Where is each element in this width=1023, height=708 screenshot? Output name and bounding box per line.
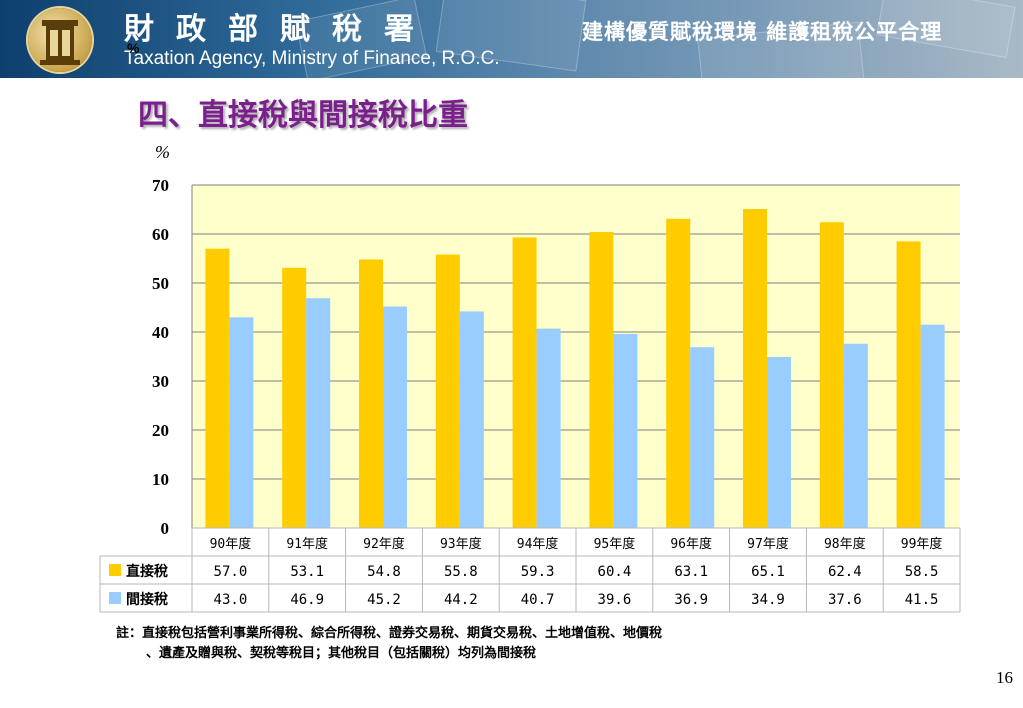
series-label: 間接稅 [126, 591, 168, 608]
bar-direct-tax [896, 241, 921, 528]
table-value: 53.1 [290, 564, 324, 580]
table-value: 40.7 [521, 592, 555, 608]
y-tick-label: 50 [152, 274, 169, 293]
y-tick-label: 20 [152, 421, 169, 440]
data-table: 90年度 91年度 92年度 93年度 94年度 95年度 96年度 97年度 98年度 99年度… [99, 527, 961, 613]
table-value: 39.6 [598, 592, 632, 608]
agency-slogan: 建構優質賦稅環境 維護租稅公平合理 [582, 19, 943, 44]
y-tick-label: 70 [152, 176, 169, 195]
table-value: 65.1 [751, 564, 785, 580]
bar-direct-tax [589, 232, 614, 529]
banner-percent-mark: % [127, 40, 140, 56]
bar-indirect-tax [920, 324, 945, 528]
table-value: 63.1 [674, 564, 708, 580]
x-category-label: 95年度 [594, 536, 636, 552]
plot-area [192, 184, 960, 529]
table-value: 60.4 [598, 564, 632, 580]
table-value: 44.2 [444, 592, 478, 608]
series-label: 直接稅 [126, 563, 168, 580]
y-tick-label: 60 [152, 225, 169, 244]
table-value: 43.0 [214, 592, 248, 608]
x-category-label: 90年度 [210, 536, 252, 552]
agency-logo [28, 8, 92, 72]
agency-name-chinese: 財政部賦稅署 [124, 12, 436, 47]
bar-indirect-tax [383, 306, 407, 528]
table-value: 58.5 [905, 564, 939, 580]
bar-indirect-tax [229, 317, 254, 528]
bar-direct-tax [205, 248, 230, 528]
table-value: 45.2 [367, 592, 401, 608]
table-value: 41.5 [905, 592, 939, 608]
page-number: 16 [996, 668, 1013, 687]
bar-indirect-tax [767, 356, 791, 528]
bar-indirect-tax [613, 333, 638, 528]
y-tick-label: 0 [161, 519, 170, 538]
x-category-label: 94年度 [517, 536, 559, 552]
table-value: 57.0 [214, 564, 248, 580]
bar-indirect-tax [536, 328, 561, 528]
header-banner: 財政部賦稅署 Taxation Agency, Ministry of Fina… [0, 0, 1023, 78]
x-category-label: 96年度 [670, 536, 712, 552]
footnote-line-2: 、遺產及贈與稅、契稅等稅目；其他稅目（包括關稅）均列為間接稅 [146, 646, 537, 661]
x-category-label: 98年度 [824, 536, 866, 552]
bar-indirect-tax [459, 311, 484, 528]
footnote-line-1: 註：直接稅包括營利事業所得稅、綜合所得稅、證券交易稅、期貨交易稅、土地增值稅、地… [116, 626, 663, 641]
table-value: 59.3 [521, 564, 555, 580]
bar-direct-tax [435, 254, 460, 528]
page-title: 四、直接稅與間接稅比重 [138, 98, 468, 133]
legend-swatch-direct-tax [109, 564, 121, 576]
y-axis: 0 10 20 30 40 50 60 70 [152, 176, 193, 538]
x-category-label: 92年度 [363, 536, 405, 552]
bar-indirect-tax [306, 298, 331, 528]
legend-swatch-indirect-tax [109, 592, 121, 604]
bar-indirect-tax [843, 343, 868, 528]
x-category-label: 91年度 [286, 536, 328, 552]
y-tick-label: 30 [152, 372, 169, 391]
bar-direct-tax [666, 218, 691, 528]
table-value: 62.4 [828, 564, 862, 580]
table-value: 36.9 [674, 592, 708, 608]
table-value: 54.8 [367, 564, 401, 580]
bar-chart: % 0 10 20 30 40 50 60 70 90年度 91年度 92年度 93年度 94年度 95… [99, 142, 961, 613]
agency-name-english: Taxation Agency, Ministry of Finance, R.… [124, 48, 500, 69]
table-value: 46.9 [290, 592, 324, 608]
bar-direct-tax [512, 237, 537, 528]
bar-direct-tax [359, 259, 383, 528]
table-value: 55.8 [444, 564, 478, 580]
table-value: 37.6 [828, 592, 862, 608]
bar-direct-tax [743, 209, 767, 528]
y-tick-label: 10 [152, 470, 169, 489]
bar-indirect-tax [690, 347, 715, 528]
bar-direct-tax [819, 222, 844, 529]
x-category-label: 99年度 [901, 536, 943, 552]
x-category-label: 93年度 [440, 536, 482, 552]
x-category-label: 97年度 [747, 536, 789, 552]
y-tick-label: 40 [152, 323, 169, 342]
y-axis-unit: % [155, 142, 170, 162]
bar-direct-tax [282, 267, 307, 528]
table-value: 34.9 [751, 592, 785, 608]
